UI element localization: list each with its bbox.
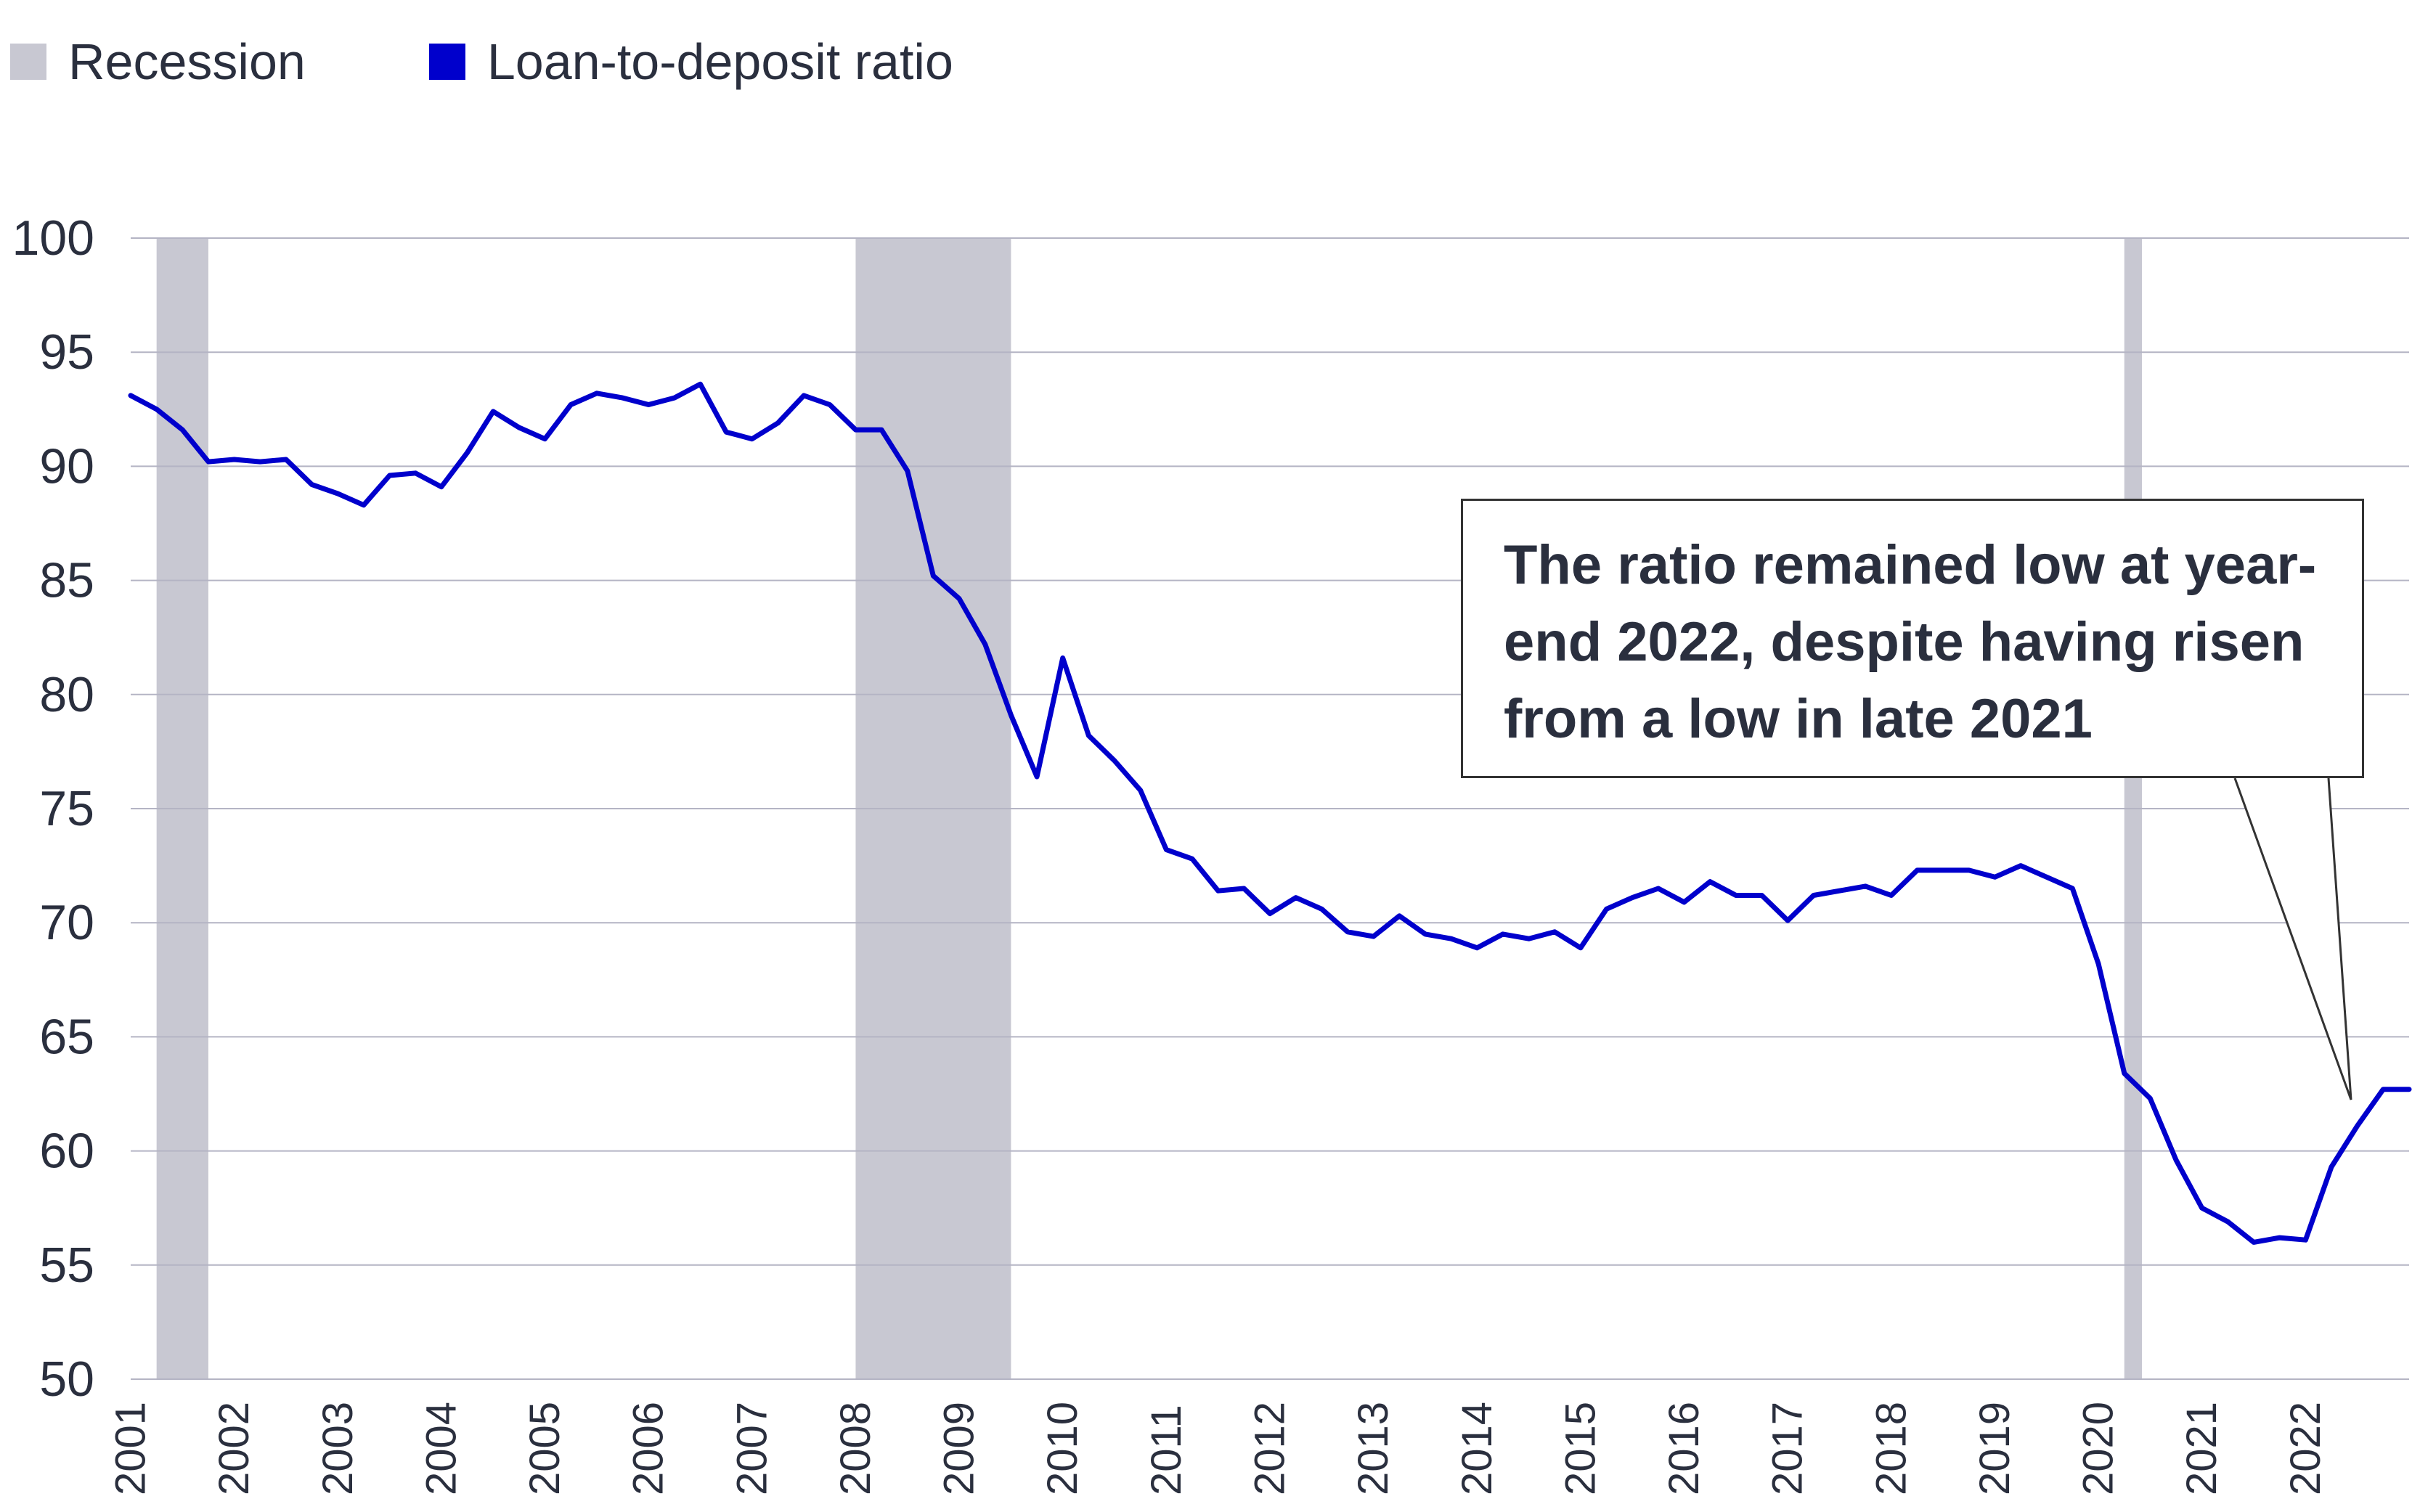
recession-swatch [10, 44, 46, 80]
x-tick-label-2001: 2001 [107, 1402, 155, 1495]
x-tick-label-2022: 2022 [2282, 1402, 2329, 1495]
x-tick-label-2015: 2015 [1557, 1402, 1604, 1495]
x-tick-label-2012: 2012 [1247, 1402, 1294, 1495]
x-tick-labels: 2001 2002 2003 2004 2005 2006 2007 2008 2009 2010… [107, 1402, 2329, 1495]
series-layer [128, 381, 2412, 1245]
series-line-1 [128, 381, 2412, 1245]
y-tick-label-85: 85 [39, 553, 94, 608]
x-tick-label-2010: 2010 [1039, 1402, 1086, 1495]
x-tick-label-2018: 2018 [1867, 1402, 1915, 1495]
callout-pointer-tail [2233, 777, 2352, 1100]
x-tick-label-2003: 2003 [314, 1402, 362, 1495]
y-tick-label-65: 65 [39, 1009, 94, 1064]
y-tick-label-50: 50 [39, 1352, 94, 1407]
x-tick-label-2006: 2006 [625, 1402, 672, 1495]
legend: Recession Loan-to-deposit ratio [10, 29, 1077, 94]
callout-pointer [2233, 777, 2352, 1100]
y-tick-label-95: 95 [39, 324, 94, 380]
x-tick-label-2009: 2009 [936, 1402, 983, 1495]
annotation-callout: The ratio remained low at year-end 2022,… [1461, 499, 2364, 778]
x-tick-label-2014: 2014 [1454, 1402, 1501, 1495]
y-tick-label-60: 60 [39, 1124, 94, 1179]
series-swatch [428, 44, 465, 80]
x-tick-label-2020: 2020 [2075, 1402, 2122, 1495]
y-tick-label-80: 80 [39, 667, 94, 722]
y-tick-label-55: 55 [39, 1238, 94, 1293]
y-tick-label-75: 75 [39, 781, 94, 836]
y-tick-labels: 50 55 60 65 70 75 80 85 90 95 100 [12, 211, 94, 1407]
x-tick-label-2008: 2008 [832, 1402, 879, 1495]
y-tick-label-90: 90 [39, 438, 94, 494]
annotation-text: The ratio remained low at year-end 2022,… [1504, 534, 2317, 750]
x-tick-label-2021: 2021 [2178, 1402, 2225, 1495]
x-tick-label-2016: 2016 [1661, 1402, 1708, 1495]
x-tick-label-2002: 2002 [211, 1402, 258, 1495]
y-tick-label-100: 100 [12, 211, 94, 266]
x-tick-label-2007: 2007 [728, 1402, 775, 1495]
x-tick-label-2019: 2019 [1971, 1402, 2018, 1495]
x-tick-label-2004: 2004 [417, 1402, 465, 1495]
gridlines [131, 237, 2409, 1380]
x-tick-label-2005: 2005 [521, 1402, 569, 1495]
x-tick-label-2011: 2011 [1143, 1405, 1190, 1495]
legend-item-recession: Recession [10, 33, 306, 91]
legend-label-series: Loan-to-deposit ratio [486, 33, 953, 90]
x-tick-label-2013: 2013 [1350, 1402, 1397, 1495]
legend-label-recession: Recession [68, 33, 306, 90]
y-tick-label-70: 70 [39, 895, 94, 950]
x-tick-label-2017: 2017 [1764, 1402, 1812, 1495]
legend-item-series: Loan-to-deposit ratio [428, 33, 953, 91]
